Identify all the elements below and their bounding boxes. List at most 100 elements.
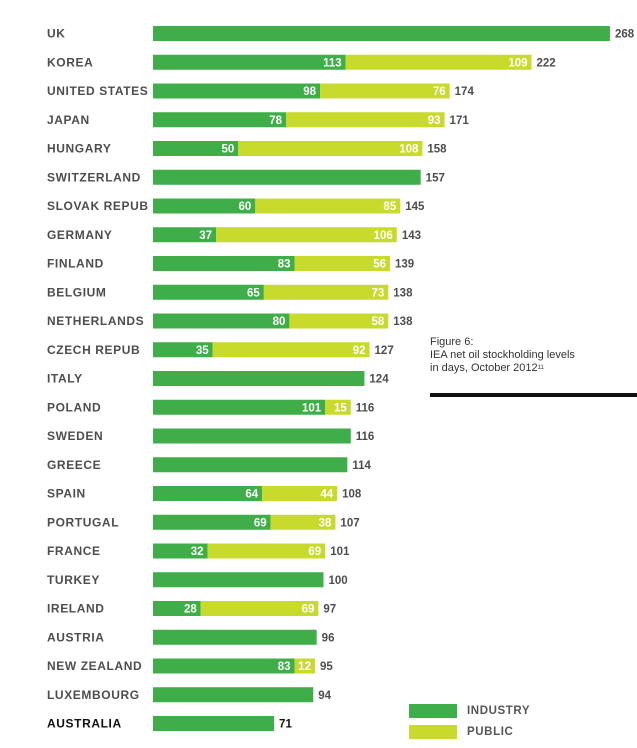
category-label-poland: POLAND [47, 400, 101, 414]
value-industry-hungary: 50 [221, 144, 234, 156]
category-label-france: FRANCE [47, 544, 101, 558]
bar-total-sweden [153, 428, 351, 444]
value-industry-finland: 83 [278, 259, 291, 271]
chart-title-line-2-text: in days, October 2012 [430, 362, 538, 374]
value-industry-ireland: 28 [184, 604, 197, 616]
category-label-hungary: HUNGARY [47, 142, 111, 156]
value-public-ireland: 69 [302, 604, 315, 616]
value-industry-netherlands: 80 [273, 316, 286, 328]
bar-industry-france [153, 543, 208, 559]
value-total-spain: 108 [342, 489, 362, 501]
bar-public-czech-repub [212, 342, 370, 358]
category-label-italy: ITALY [47, 372, 83, 386]
figure-caption: Figure 6: IEA net oil stockholding level… [430, 336, 575, 375]
value-public-finland: 56 [373, 259, 386, 271]
category-label-sweden: SWEDEN [47, 429, 103, 443]
value-total-poland: 116 [356, 402, 375, 414]
legend-public-label: PUBLIC [467, 726, 514, 738]
value-public-netherlands: 58 [371, 316, 384, 328]
chart-title-line-1: IEA net oil stockholding levels [430, 349, 575, 361]
value-public-japan: 93 [428, 115, 441, 127]
category-label-united-states: UNITED STATES [47, 84, 148, 98]
category-label-netherlands: NETHERLANDS [47, 314, 144, 328]
value-public-portugal: 38 [319, 517, 332, 529]
bar-industry-spain [153, 486, 263, 501]
bar-public-belgium [263, 284, 389, 300]
category-label-spain: SPAIN [47, 487, 86, 501]
category-label-korea: KOREA [47, 55, 93, 69]
bar-total-austria [153, 629, 317, 645]
bar-public-poland [325, 399, 351, 415]
category-label-new-zealand: NEW ZEALAND [47, 659, 142, 673]
category-label-japan: JAPAN [47, 113, 90, 127]
bar-total-luxembourg [153, 687, 314, 703]
bar-total-australia [153, 716, 275, 731]
category-label-belgium: BELGIUM [47, 285, 107, 299]
bar-industry-japan [153, 112, 286, 128]
value-industry-czech-repub: 35 [196, 345, 209, 357]
bar-public-portugal [270, 514, 336, 530]
bar-total-turkey [153, 572, 324, 588]
value-total-czech-repub: 127 [375, 345, 394, 357]
value-public-belgium: 73 [371, 287, 384, 299]
bar-industry-new-zealand [153, 658, 295, 674]
value-industry-germany: 37 [199, 230, 212, 242]
chart-title-line-2: in days, October 201211 [430, 362, 575, 375]
category-label-uk: UK [47, 27, 66, 41]
value-total-korea: 222 [537, 57, 556, 69]
category-label-turkey: TURKEY [47, 573, 100, 587]
bar-public-ireland [200, 601, 319, 616]
bar-public-korea [345, 54, 532, 70]
value-total-uk: 268 [615, 29, 635, 41]
value-total-france: 101 [330, 546, 350, 558]
value-industry-japan: 78 [269, 115, 282, 127]
bar-industry-belgium [153, 284, 264, 300]
footnote-marker: 11 [537, 365, 544, 371]
bar-industry-czech-repub [153, 342, 213, 358]
bar-industry-slovak-repub [153, 198, 256, 214]
legend-industry-swatch [409, 704, 457, 718]
bar-industry-korea [153, 54, 346, 70]
bar-industry-hungary [153, 141, 239, 156]
value-total-austria: 96 [322, 632, 335, 644]
value-total-portugal: 107 [340, 517, 359, 529]
category-label-portugal: PORTUGAL [47, 515, 119, 529]
value-total-australia: 71 [279, 719, 292, 731]
value-total-switzerland: 157 [426, 172, 445, 184]
category-label-greece: GREECE [47, 458, 101, 472]
bar-industry-poland [153, 399, 326, 415]
category-label-switzerland: SWITZERLAND [47, 170, 141, 184]
value-total-new-zealand: 95 [320, 661, 333, 673]
category-label-ireland: IRELAND [47, 602, 105, 616]
bar-industry-portugal [153, 514, 271, 530]
bar-total-switzerland [153, 169, 421, 185]
category-label-luxembourg: LUXEMBOURG [47, 688, 140, 702]
value-industry-portugal: 69 [254, 517, 267, 529]
bar-industry-netherlands [153, 313, 290, 329]
category-label-slovak-repub: SLOVAK REPUB [47, 199, 149, 213]
value-public-united-states: 76 [433, 86, 446, 98]
bar-public-new-zealand [294, 658, 315, 674]
value-total-slovak-repub: 145 [405, 201, 425, 213]
bar-total-uk [153, 26, 610, 41]
value-public-france: 69 [308, 546, 321, 558]
value-total-united-states: 174 [455, 86, 475, 98]
category-label-germany: GERMANY [47, 228, 113, 242]
value-total-italy: 124 [369, 374, 389, 386]
value-industry-new-zealand: 83 [278, 661, 291, 673]
category-label-austria: AUSTRIA [47, 630, 105, 644]
bar-public-hungary [238, 141, 423, 156]
legend-public-swatch [409, 725, 457, 739]
value-total-netherlands: 138 [393, 316, 413, 328]
value-industry-united-states: 98 [303, 86, 316, 98]
bar-public-netherlands [289, 313, 389, 329]
value-industry-belgium: 65 [247, 287, 260, 299]
value-industry-france: 32 [191, 546, 204, 558]
bar-public-germany [216, 227, 397, 243]
caption-rule [430, 393, 637, 397]
value-public-spain: 44 [320, 489, 333, 501]
value-total-finland: 139 [395, 259, 414, 271]
value-industry-slovak-repub: 60 [239, 201, 252, 213]
legend-industry-label: INDUSTRY [467, 705, 531, 717]
